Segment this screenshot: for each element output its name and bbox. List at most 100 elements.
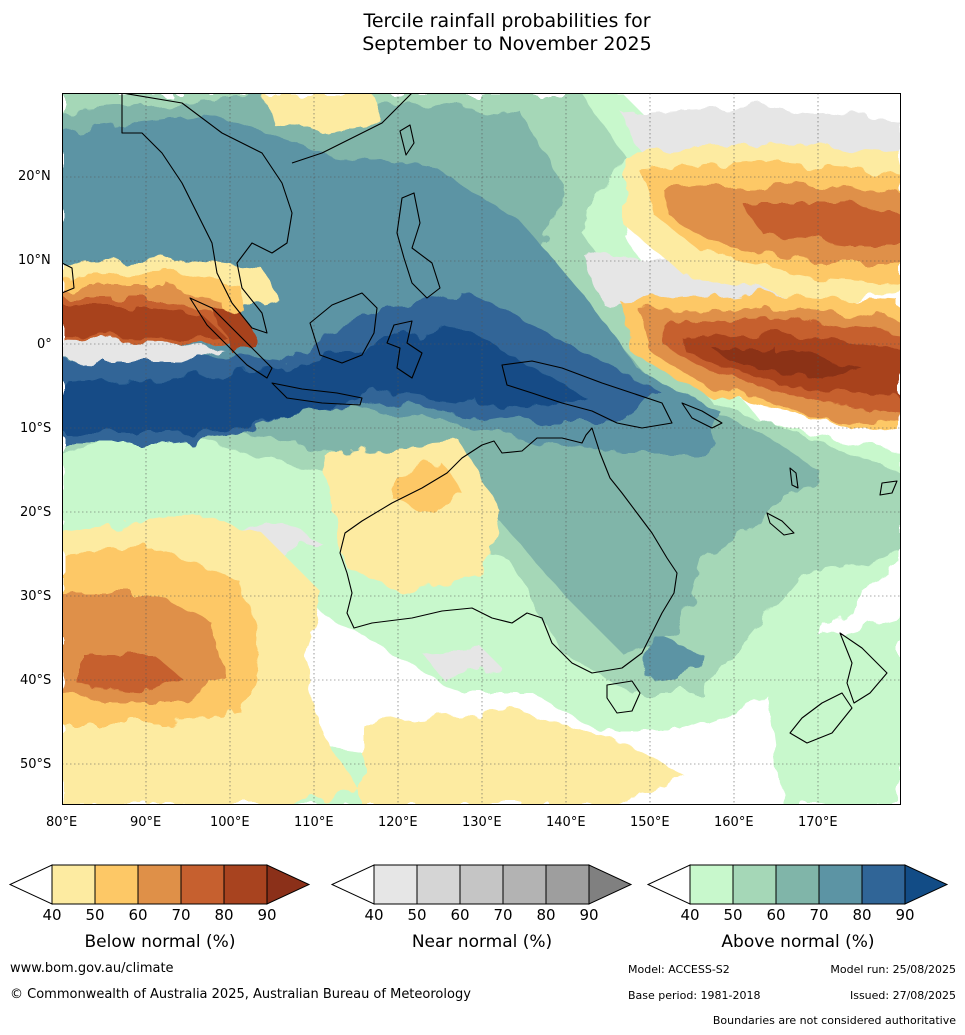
below-normal-region-40e [262, 93, 382, 133]
cb-above-title: Above normal (%) [721, 932, 875, 952]
below-normal-region-80b [62, 305, 222, 338]
new-guinea-outline [501, 360, 673, 429]
new-caledonia-outline [766, 512, 795, 536]
above-normal-region-70b [642, 633, 702, 683]
lon-tick-90e: 90°E [130, 815, 162, 830]
cb-near-swatch-1 [373, 864, 418, 905]
gridlines [62, 93, 901, 805]
lat-tick-10s: 10°S [20, 421, 52, 436]
cb-below-swatch-1 [51, 864, 96, 905]
cb-below-swatch-5 [223, 864, 268, 905]
above-normal-region-90 [62, 323, 582, 433]
footer-disclaimer: Boundaries are not considered authoritat… [712, 1014, 956, 1027]
lat-tick-10n: 10°N [18, 253, 51, 268]
title-line-2: September to November 2025 [362, 33, 652, 55]
vanuatu-outline [789, 467, 799, 489]
footer-model-run: Model run: 25/08/2025 [830, 963, 956, 976]
cb-near-swatch-6 [588, 864, 633, 905]
cb-near-swatch-2 [416, 864, 461, 905]
above-normal-region-40c [762, 613, 901, 805]
title-line-1: Tercile rainfall probabilities for [363, 10, 651, 32]
cb-above-swatch-6 [904, 864, 949, 905]
lon-tick-130e: 130°E [462, 815, 502, 830]
coastlines [62, 93, 898, 744]
sri-lanka-outline [62, 262, 75, 294]
below-normal-region-70d [82, 653, 182, 693]
cb-above-tick-50: 50 [723, 906, 743, 924]
footer-model: Model: ACCESS-S2 [628, 963, 730, 976]
cb-near-tick-90: 90 [579, 906, 599, 924]
lon-tick-150e: 150°E [630, 815, 670, 830]
java-outline [271, 382, 363, 406]
lon-tick-140e: 140°E [546, 815, 586, 830]
probability-map [62, 93, 901, 805]
below-normal-region-50e [392, 463, 462, 513]
lat-tick-50s: 50°S [20, 757, 52, 772]
nz-south-outline [789, 692, 853, 744]
lat-tick-20n: 20°N [18, 169, 51, 184]
taiwan-outline [399, 124, 415, 156]
cb-above-swatch-0 [646, 864, 691, 905]
cb-below-tick-50: 50 [85, 906, 105, 924]
lat-tick-40s: 40°S [20, 673, 52, 688]
cb-near-tick-40: 40 [364, 906, 384, 924]
borneo-outline [309, 292, 378, 364]
cb-below-tick-90: 90 [257, 906, 277, 924]
colorbars-svg [8, 864, 949, 905]
cb-near-title: Near normal (%) [411, 932, 553, 952]
cb-below-swatch-6 [266, 864, 311, 905]
cb-near-tick-50: 50 [407, 906, 427, 924]
cb-below-swatch-0 [8, 864, 53, 905]
footer-website[interactable]: www.bom.gov.au/climate [10, 961, 174, 976]
cb-above-tick-40: 40 [680, 906, 700, 924]
cb-near-swatch-0 [330, 864, 375, 905]
below-normal-region-40d [362, 713, 682, 805]
colorbar-near-normal [330, 864, 633, 905]
cb-above-tick-60: 60 [766, 906, 786, 924]
lon-tick-80e: 80°E [46, 815, 78, 830]
cb-above-swatch-1 [689, 864, 734, 905]
indochina-outline [121, 93, 293, 334]
lon-tick-160e: 160°E [714, 815, 754, 830]
cb-below-swatch-3 [137, 864, 182, 905]
cb-below-tick-80: 80 [214, 906, 234, 924]
footer-base-period: Base period: 1981-2018 [628, 989, 761, 1002]
cb-below-tick-40: 40 [42, 906, 62, 924]
below-normal-region-40c [322, 443, 502, 593]
map-border [62, 93, 901, 805]
lat-tick-0: 0° [37, 337, 52, 352]
colorbar-below-normal [8, 864, 311, 905]
cb-near-tick-70: 70 [493, 906, 513, 924]
lat-tick-30s: 30°S [20, 589, 52, 604]
solomon-islands-outline [681, 402, 723, 429]
cb-below-swatch-4 [180, 864, 225, 905]
nz-north-outline [839, 632, 888, 704]
cb-above-tick-90: 90 [895, 906, 915, 924]
cb-above-swatch-2 [732, 864, 777, 905]
sulawesi-outline [386, 320, 423, 379]
lon-tick-110e: 110°E [294, 815, 334, 830]
fiji-outline [879, 480, 898, 496]
tasmania-outline [606, 680, 641, 714]
below-normal-region-90 [712, 348, 862, 378]
cb-above-swatch-4 [818, 864, 863, 905]
map-title: Tercile rainfall probabilities for Septe… [0, 10, 965, 56]
lon-tick-170e: 170°E [798, 815, 838, 830]
cb-near-tick-60: 60 [450, 906, 470, 924]
colorbar-above-normal [646, 864, 949, 905]
cb-above-swatch-3 [775, 864, 820, 905]
lat-tick-20s: 20°S [20, 505, 52, 520]
cb-near-swatch-5 [545, 864, 590, 905]
australia-outline [339, 427, 678, 674]
near-normal-patch-3 [62, 333, 222, 363]
footer-issued: Issued: 27/08/2025 [849, 989, 956, 1002]
cb-above-tick-80: 80 [852, 906, 872, 924]
cb-above-swatch-5 [861, 864, 906, 905]
lon-tick-120e: 120°E [378, 815, 418, 830]
cb-above-tick-70: 70 [809, 906, 829, 924]
cb-near-swatch-3 [459, 864, 504, 905]
cb-near-swatch-4 [502, 864, 547, 905]
map-svg [62, 93, 901, 805]
cb-below-swatch-2 [94, 864, 139, 905]
china-coast-outline [291, 93, 413, 164]
